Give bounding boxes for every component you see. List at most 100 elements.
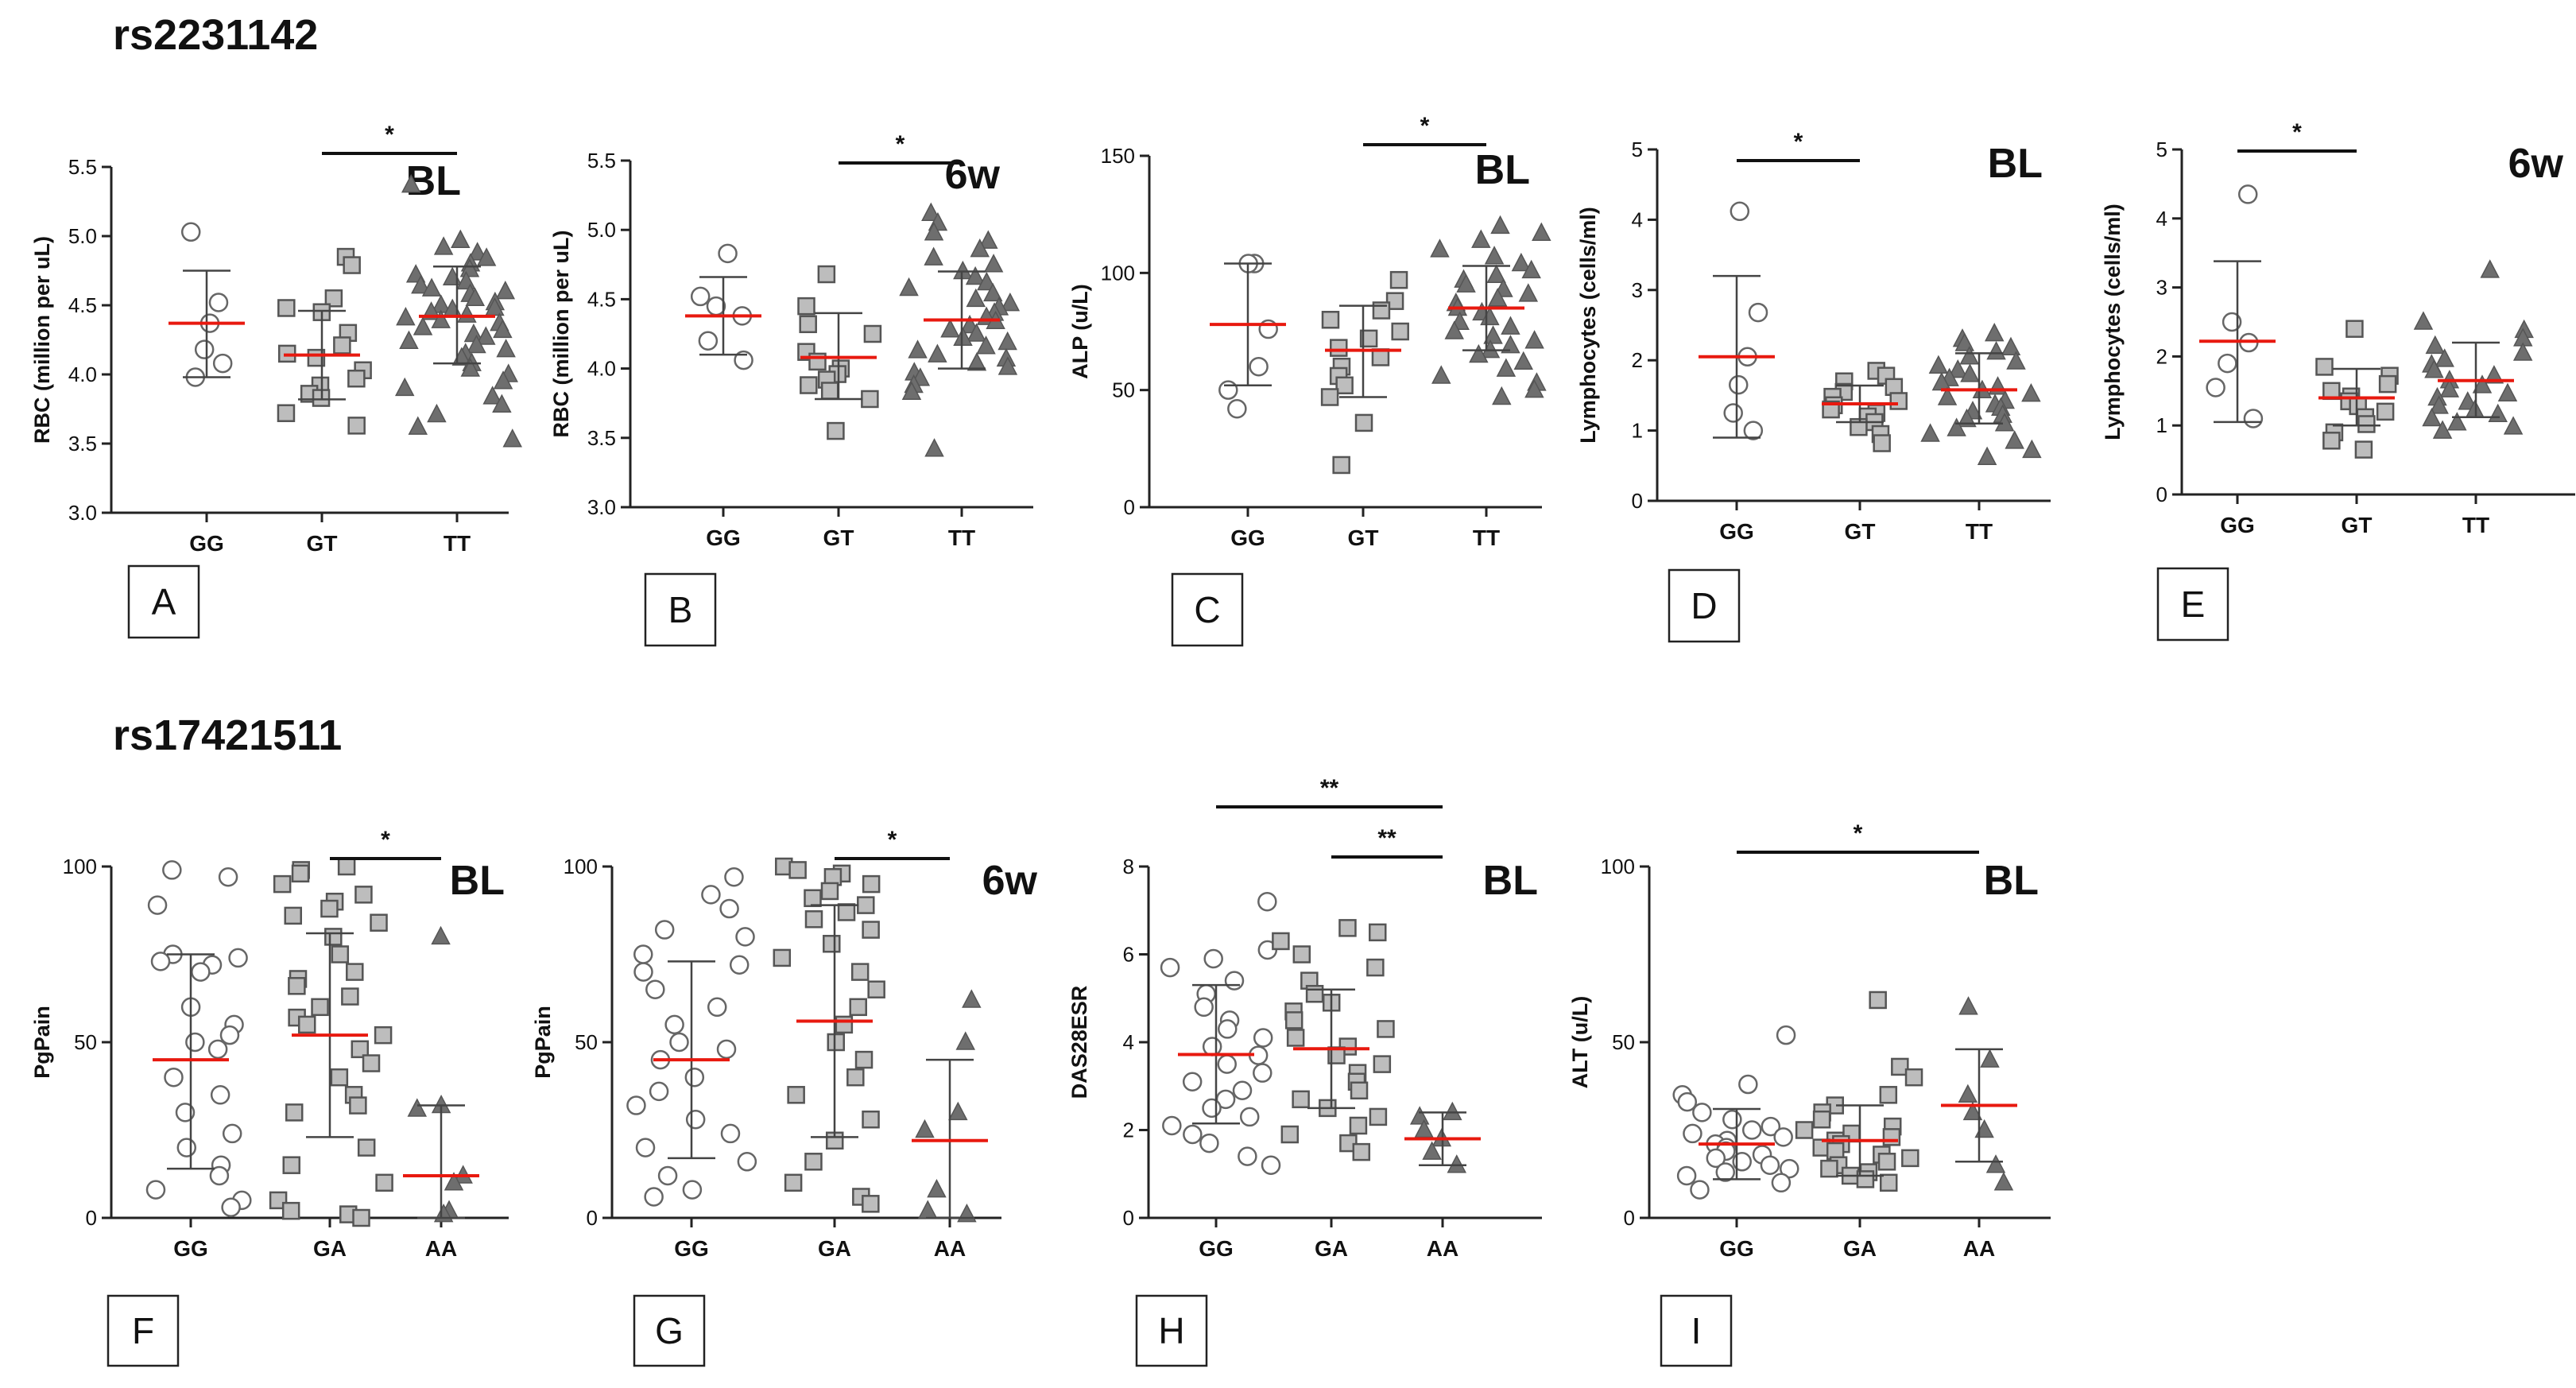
data-point [633, 944, 653, 964]
data-point [2439, 378, 2460, 397]
data-point [827, 421, 845, 440]
data-point [1239, 1107, 1260, 1127]
data-point [1350, 1081, 1369, 1100]
data-point [2497, 382, 2518, 402]
data-point [1988, 376, 2008, 395]
data-point [940, 319, 960, 338]
data-point [1366, 958, 1385, 977]
data-point [862, 921, 880, 939]
data-point [1444, 320, 1464, 339]
y-tick-label: 0 [1123, 1206, 1134, 1230]
data-point [787, 1086, 805, 1104]
data-point [1202, 1098, 1222, 1119]
data-point [649, 1081, 669, 1102]
data-point [2422, 407, 2442, 427]
timepoint-label: BL [450, 858, 505, 904]
panel-letter: I [1691, 1310, 1702, 1351]
data-point [2472, 374, 2493, 394]
y-tick-label: 3.5 [587, 426, 616, 450]
y-tick-label: 3.5 [68, 432, 97, 456]
data-point [918, 1200, 938, 1219]
data-point [1812, 1110, 1831, 1129]
data-point [657, 1165, 678, 1186]
data-point [221, 1197, 241, 1217]
data-point [1422, 1141, 1442, 1160]
data-point [1820, 1159, 1838, 1178]
data-point [1431, 365, 1451, 384]
data-point [1877, 1153, 1896, 1171]
data-point [962, 989, 982, 1008]
timepoint-label: 6w [982, 858, 1038, 904]
data-point [496, 339, 516, 358]
data-point [354, 886, 373, 904]
category-label-gg: GG [189, 531, 224, 556]
y-tick-label: 3.0 [587, 495, 616, 519]
y-tick-label: 0 [1632, 489, 1643, 513]
y-tick-label: 5.0 [587, 218, 616, 242]
data-point [1954, 332, 1974, 351]
data-point [955, 1031, 975, 1050]
data-point [1227, 398, 1247, 419]
data-point [2447, 412, 2467, 431]
data-point [1218, 380, 1238, 400]
panel-d: 0 1 2 3 4 5 Lymphocytes (cells/ml) GG GT TT BL * D [1576, 129, 2051, 643]
panel-g: 0 50 100 PgPain GG GA AA 6w * G [531, 827, 1038, 1367]
panel-letter: E [2181, 584, 2206, 625]
data-point [719, 898, 739, 919]
category-label-gg: GG [1719, 519, 1754, 544]
data-point [349, 1096, 367, 1115]
data-point [2006, 351, 2026, 370]
data-point [277, 299, 296, 317]
data-point [1980, 1049, 2000, 1068]
data-point [1891, 1057, 1909, 1076]
data-point [854, 1050, 874, 1069]
data-point [861, 390, 879, 409]
panel-letter: D [1691, 585, 1717, 626]
category-label-gg: GG [706, 525, 741, 550]
data-point [1958, 996, 1978, 1015]
data-point [288, 977, 306, 995]
panel-letter: A [152, 581, 176, 622]
data-point [2435, 348, 2454, 367]
significance-label: * [888, 827, 897, 853]
data-point [1683, 1123, 1702, 1144]
data-point [2432, 420, 2453, 439]
data-point [1993, 1172, 2014, 1191]
data-point [1773, 1127, 1793, 1147]
panel-letter-box [1660, 1294, 1733, 1367]
data-point [1901, 1149, 1919, 1168]
data-point [1947, 417, 1966, 436]
data-point [899, 277, 919, 297]
data-point [228, 948, 248, 968]
data-point [333, 336, 351, 355]
data-point [908, 339, 928, 359]
data-point [1321, 311, 1340, 329]
data-point [175, 1103, 196, 1122]
timepoint-label: BL [1475, 147, 1530, 193]
data-point [401, 174, 421, 193]
data-point [493, 319, 513, 339]
data-point [1389, 270, 1408, 289]
data-point [1957, 408, 1977, 428]
panel-letter-box [1668, 568, 1741, 643]
data-point [208, 293, 229, 312]
data-point [862, 1110, 880, 1129]
data-point [145, 1180, 166, 1200]
data-point [1771, 1173, 1792, 1193]
data-point [284, 906, 302, 925]
data-point [2425, 335, 2446, 355]
y-axis-label: PgPain [531, 1006, 555, 1079]
data-point [1369, 923, 1387, 942]
data-point [901, 381, 922, 400]
data-point [716, 1039, 737, 1060]
y-axis-label: ALP (u/L) [1068, 284, 1092, 378]
panel-i: 0 50 100 ALT (u/L) GG GA AA BL * I [1568, 820, 2051, 1367]
data-point [850, 963, 870, 981]
data-point [273, 874, 292, 894]
data-point [2218, 353, 2237, 374]
y-tick-label: 5.5 [68, 155, 97, 179]
y-tick-label: 50 [575, 1030, 598, 1054]
y-axis-label: RBC (million per uL) [30, 236, 54, 444]
